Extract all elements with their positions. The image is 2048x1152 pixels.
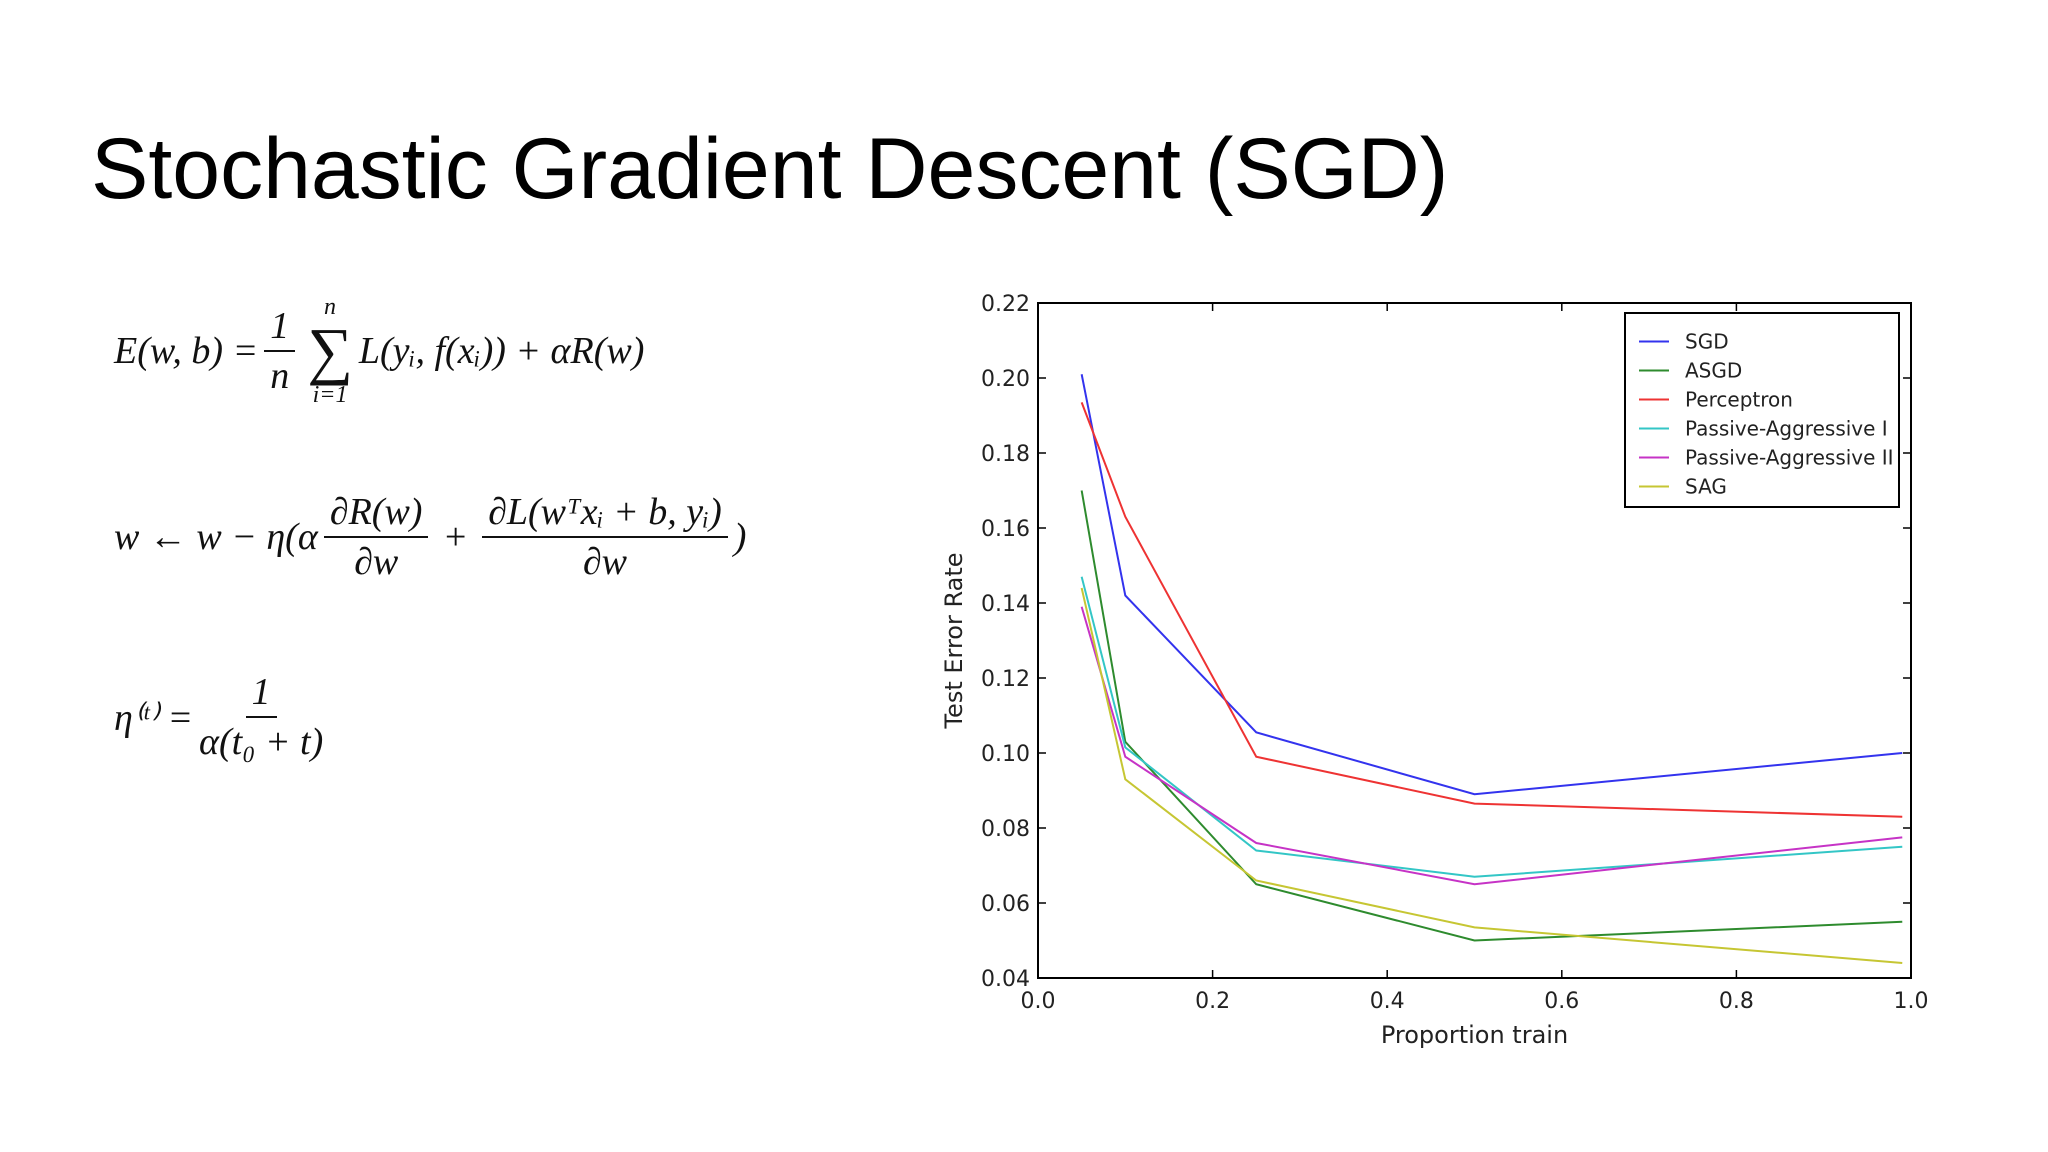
eq-text: ∂w [582,541,627,583]
slide-title: Stochastic Gradient Descent (SGD) [91,121,1448,217]
y-tick-label: 0.16 [981,517,1030,542]
y-tick-label: 0.08 [981,817,1030,842]
eq-text: n [270,355,290,397]
eq-text: n [324,294,337,320]
equation: w ← w − η(α ∂R(w) ∂w + ∂L(wᵀxᵢ + b, yᵢ) ∂w… [114,490,746,584]
y-tick-label: 0.10 [981,742,1030,767]
x-tick-label: 0.6 [1544,989,1579,1014]
legend-label: Perceptron [1685,388,1793,412]
y-tick-label: 0.18 [981,442,1030,467]
y-tick-label: 0.04 [981,967,1030,992]
series-line [1080,374,1903,796]
eq-text: ∂L(wᵀxᵢ + b, yᵢ) [482,490,728,538]
x-tick-label: 1.0 [1894,989,1929,1014]
legend-label: ASGD [1685,359,1742,383]
x-axis-label: Proportion train [1381,1021,1568,1049]
eq-text: ∂w [354,541,399,583]
eq-text: ∂R(w) [323,490,429,538]
legend-label: SGD [1685,330,1729,354]
series-line [1080,402,1903,818]
legend-label: Passive-Aggressive I [1685,417,1888,441]
series-line [1080,576,1903,878]
eq-text: 1 [264,304,296,352]
y-tick-label: 0.14 [981,592,1030,617]
series-line [1080,587,1903,964]
y-tick-label: 0.20 [981,367,1030,392]
eq-text: E(w, b) = [114,330,259,372]
y-tick-label: 0.12 [981,667,1030,692]
fraction: 1 α(t₀ + t) [199,670,323,764]
equation: η⁽ᵗ⁾ = 1 α(t₀ + t) [114,670,329,764]
eq-text: i=1 [312,382,348,408]
eq-text: L(yᵢ, f(xᵢ)) + αR(w) [358,330,645,372]
x-tick-label: 0.2 [1195,989,1230,1014]
fraction: ∂L(wᵀxᵢ + b, yᵢ) ∂w [482,490,728,584]
eq-text: η⁽ᵗ⁾ = [114,696,194,739]
y-tick-label: 0.22 [981,292,1030,317]
y-axis-label: Test Error Rate [940,552,968,729]
x-tick-label: 0.4 [1370,989,1405,1014]
eq-text: + [442,516,469,558]
plot-frame [1037,302,1912,979]
legend-label: SAG [1685,475,1727,499]
series-line [1080,606,1903,886]
eq-text: w ← w − η(α [114,516,318,558]
x-tick-label: 0.0 [1021,989,1056,1014]
fraction: ∂R(w) ∂w [323,490,429,584]
legend-label: Passive-Aggressive II [1685,446,1894,470]
sum: n ∑ i=1 [307,295,353,407]
eq-text: ) [733,516,747,558]
eq-text: 1 [245,670,277,718]
legend-box [1624,312,1900,508]
x-tick-label: 0.8 [1719,989,1754,1014]
y-tick-label: 0.06 [981,892,1030,917]
series-line [1080,490,1903,942]
eq-text: ∑ [307,315,353,386]
eq-text: α(t₀ + t) [199,721,324,763]
